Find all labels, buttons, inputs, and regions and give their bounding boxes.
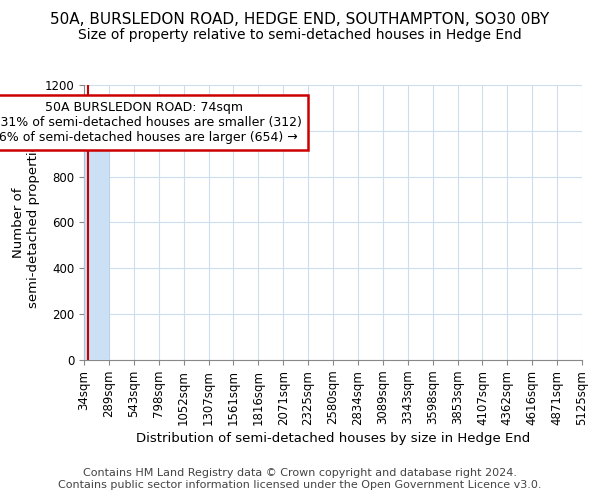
Text: Size of property relative to semi-detached houses in Hedge End: Size of property relative to semi-detach…: [78, 28, 522, 42]
Text: 50A, BURSLEDON ROAD, HEDGE END, SOUTHAMPTON, SO30 0BY: 50A, BURSLEDON ROAD, HEDGE END, SOUTHAMP…: [50, 12, 550, 28]
Y-axis label: Number of
semi-detached properties: Number of semi-detached properties: [13, 136, 40, 308]
Text: 50A BURSLEDON ROAD: 74sqm
← 31% of semi-detached houses are smaller (312)
66% of: 50A BURSLEDON ROAD: 74sqm ← 31% of semi-…: [0, 101, 302, 144]
Bar: [84, 131, 109, 360]
Text: Contains HM Land Registry data © Crown copyright and database right 2024.
Contai: Contains HM Land Registry data © Crown c…: [58, 468, 542, 490]
X-axis label: Distribution of semi-detached houses by size in Hedge End: Distribution of semi-detached houses by …: [136, 432, 530, 445]
